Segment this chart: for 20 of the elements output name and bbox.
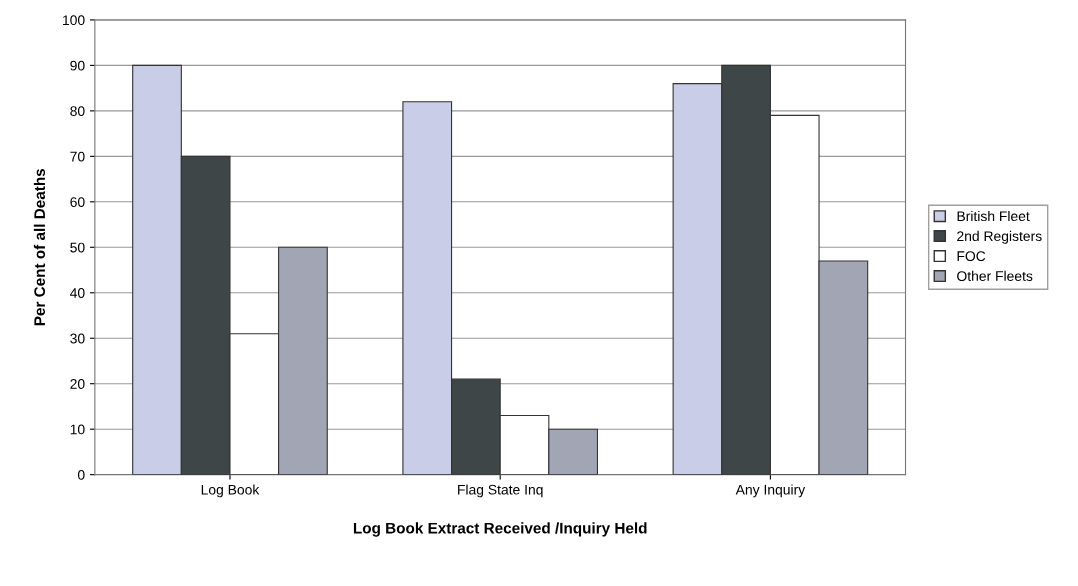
y-axis-title: Per Cent of all Deaths — [33, 168, 46, 326]
y-tick-label: 40 — [70, 288, 85, 298]
legend-label: FOC — [957, 251, 986, 262]
y-tick-label: 60 — [70, 197, 85, 207]
legend-label: British Fleet — [957, 210, 1030, 222]
y-tick-label: 30 — [70, 333, 85, 344]
y-tick-label: 10 — [70, 424, 85, 435]
x-tick-label: Log Book — [201, 484, 260, 498]
y-tick-label: 80 — [70, 106, 85, 117]
y-tick-label: 70 — [70, 151, 85, 162]
y-tick-label: 100 — [63, 15, 85, 26]
legend-label: Other Fleets — [957, 270, 1033, 282]
x-tick-label: Flag State Inq — [458, 484, 543, 498]
y-tick-label: 0 — [77, 469, 85, 480]
legend-label: 2nd Registers — [957, 230, 1042, 244]
y-tick-label: 50 — [70, 242, 85, 253]
x-tick-label: Any Inquiry — [735, 484, 806, 498]
y-tick-label: 20 — [70, 379, 85, 389]
x-axis-title: Log Book Extract Received /Inquiry Held — [353, 522, 647, 537]
y-tick-label: 90 — [70, 60, 85, 71]
